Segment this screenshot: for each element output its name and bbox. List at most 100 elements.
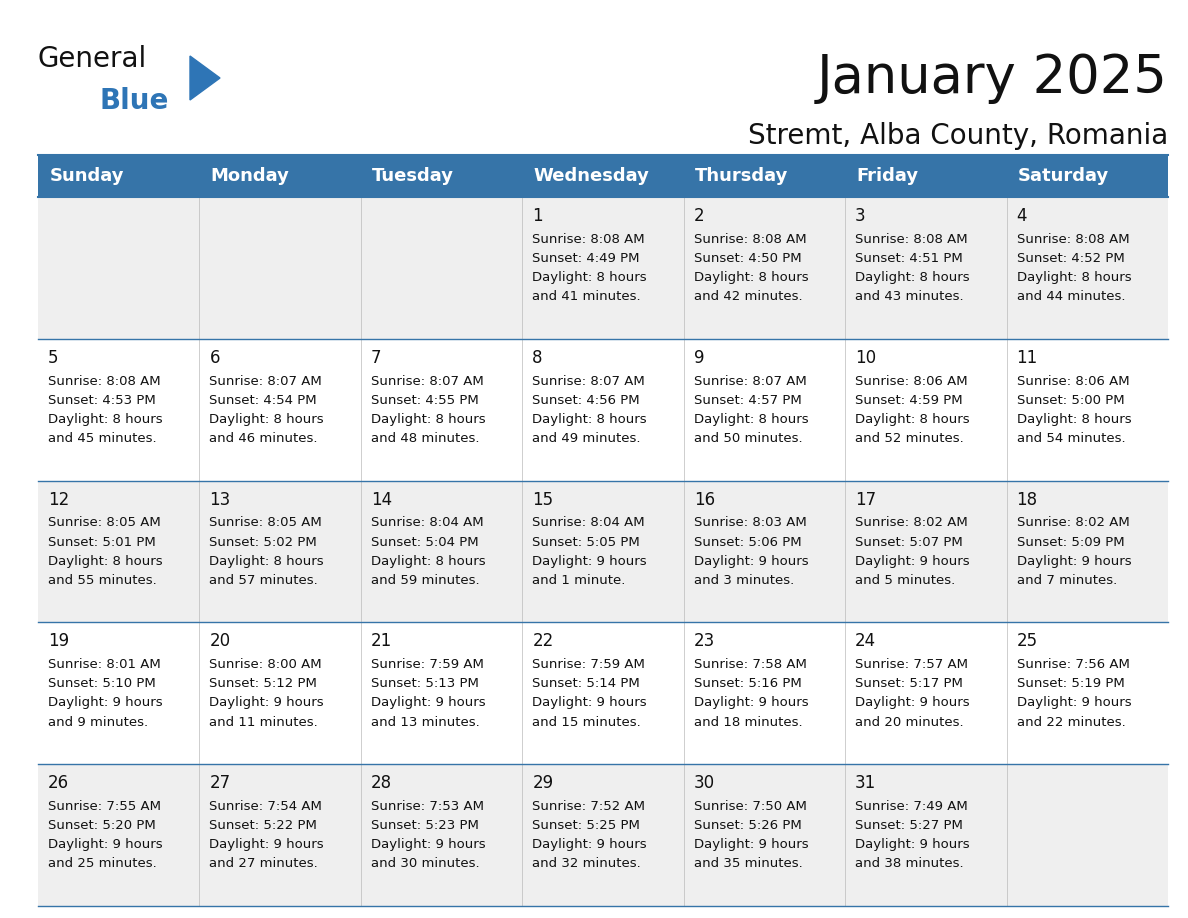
Text: Sunrise: 8:05 AM: Sunrise: 8:05 AM	[48, 517, 160, 530]
Text: Daylight: 8 hours: Daylight: 8 hours	[532, 271, 647, 284]
Text: 2: 2	[694, 207, 704, 225]
Text: and 1 minute.: and 1 minute.	[532, 574, 626, 587]
Text: 19: 19	[48, 633, 69, 650]
Text: Daylight: 9 hours: Daylight: 9 hours	[532, 697, 647, 710]
Text: and 48 minutes.: and 48 minutes.	[371, 432, 479, 445]
Text: Sunset: 4:53 PM: Sunset: 4:53 PM	[48, 394, 156, 407]
Text: Sunset: 5:12 PM: Sunset: 5:12 PM	[209, 677, 317, 690]
Text: Daylight: 9 hours: Daylight: 9 hours	[532, 838, 647, 851]
Text: Daylight: 8 hours: Daylight: 8 hours	[1017, 413, 1131, 426]
Text: Daylight: 8 hours: Daylight: 8 hours	[48, 554, 163, 567]
Text: 14: 14	[371, 490, 392, 509]
Text: and 42 minutes.: and 42 minutes.	[694, 290, 802, 303]
Text: Daylight: 8 hours: Daylight: 8 hours	[209, 413, 324, 426]
Text: Sunrise: 7:54 AM: Sunrise: 7:54 AM	[209, 800, 322, 813]
Text: Sunrise: 7:53 AM: Sunrise: 7:53 AM	[371, 800, 484, 813]
Text: and 7 minutes.: and 7 minutes.	[1017, 574, 1117, 587]
Text: 27: 27	[209, 774, 230, 792]
Text: Sunrise: 7:50 AM: Sunrise: 7:50 AM	[694, 800, 807, 813]
Text: Sunrise: 8:03 AM: Sunrise: 8:03 AM	[694, 517, 807, 530]
Bar	[523, 155, 684, 197]
Text: Daylight: 9 hours: Daylight: 9 hours	[48, 697, 163, 710]
Text: Wednesday: Wednesday	[533, 167, 650, 185]
Text: Friday: Friday	[857, 167, 918, 185]
Text: Daylight: 8 hours: Daylight: 8 hours	[1017, 271, 1131, 284]
Text: Sunrise: 8:07 AM: Sunrise: 8:07 AM	[694, 375, 807, 387]
Bar	[38, 481, 1168, 622]
Text: Sunrise: 8:00 AM: Sunrise: 8:00 AM	[209, 658, 322, 671]
Text: Sunset: 5:17 PM: Sunset: 5:17 PM	[855, 677, 963, 690]
Text: Sunrise: 8:08 AM: Sunrise: 8:08 AM	[48, 375, 160, 387]
Text: and 30 minutes.: and 30 minutes.	[371, 857, 480, 870]
Text: Daylight: 9 hours: Daylight: 9 hours	[694, 697, 808, 710]
Text: 12: 12	[48, 490, 69, 509]
Text: Sunrise: 8:08 AM: Sunrise: 8:08 AM	[694, 233, 807, 246]
Text: and 25 minutes.: and 25 minutes.	[48, 857, 157, 870]
Text: Sunset: 5:27 PM: Sunset: 5:27 PM	[855, 819, 963, 832]
Text: Sunset: 4:54 PM: Sunset: 4:54 PM	[209, 394, 317, 407]
Text: Daylight: 9 hours: Daylight: 9 hours	[48, 838, 163, 851]
Text: Sunset: 4:59 PM: Sunset: 4:59 PM	[855, 394, 962, 407]
Bar	[38, 197, 1168, 339]
Text: and 22 minutes.: and 22 minutes.	[1017, 716, 1125, 729]
Text: Sunset: 5:05 PM: Sunset: 5:05 PM	[532, 535, 640, 549]
Bar	[1006, 155, 1168, 197]
Text: Stremt, Alba County, Romania: Stremt, Alba County, Romania	[747, 122, 1168, 150]
Text: Daylight: 9 hours: Daylight: 9 hours	[855, 697, 969, 710]
Text: Sunrise: 8:06 AM: Sunrise: 8:06 AM	[855, 375, 968, 387]
Bar	[684, 155, 845, 197]
Text: January 2025: January 2025	[817, 52, 1168, 104]
Text: and 59 minutes.: and 59 minutes.	[371, 574, 480, 587]
Text: and 32 minutes.: and 32 minutes.	[532, 857, 642, 870]
Text: and 5 minutes.: and 5 minutes.	[855, 574, 955, 587]
Text: and 54 minutes.: and 54 minutes.	[1017, 432, 1125, 445]
Text: Thursday: Thursday	[695, 167, 789, 185]
Text: Sunset: 5:25 PM: Sunset: 5:25 PM	[532, 819, 640, 832]
Text: 1: 1	[532, 207, 543, 225]
Text: Daylight: 8 hours: Daylight: 8 hours	[209, 554, 324, 567]
Text: Sunday: Sunday	[49, 167, 124, 185]
Text: Sunrise: 8:07 AM: Sunrise: 8:07 AM	[532, 375, 645, 387]
Text: and 15 minutes.: and 15 minutes.	[532, 716, 642, 729]
Text: Daylight: 8 hours: Daylight: 8 hours	[855, 271, 969, 284]
Text: Sunrise: 8:08 AM: Sunrise: 8:08 AM	[1017, 233, 1130, 246]
Text: Sunset: 4:49 PM: Sunset: 4:49 PM	[532, 252, 640, 265]
Text: and 27 minutes.: and 27 minutes.	[209, 857, 318, 870]
Bar	[845, 155, 1006, 197]
Bar	[361, 155, 523, 197]
Text: Daylight: 8 hours: Daylight: 8 hours	[532, 413, 647, 426]
Polygon shape	[190, 56, 220, 100]
Text: 31: 31	[855, 774, 877, 792]
Text: Daylight: 8 hours: Daylight: 8 hours	[48, 413, 163, 426]
Bar	[38, 764, 1168, 906]
Text: Daylight: 9 hours: Daylight: 9 hours	[209, 697, 324, 710]
Text: Sunset: 4:50 PM: Sunset: 4:50 PM	[694, 252, 802, 265]
Text: and 20 minutes.: and 20 minutes.	[855, 716, 963, 729]
Text: 30: 30	[694, 774, 715, 792]
Text: Sunrise: 7:52 AM: Sunrise: 7:52 AM	[532, 800, 645, 813]
Bar	[38, 622, 1168, 764]
Text: 6: 6	[209, 349, 220, 367]
Text: Sunset: 5:02 PM: Sunset: 5:02 PM	[209, 535, 317, 549]
Text: Daylight: 9 hours: Daylight: 9 hours	[694, 838, 808, 851]
Text: and 18 minutes.: and 18 minutes.	[694, 716, 802, 729]
Text: Sunrise: 8:02 AM: Sunrise: 8:02 AM	[1017, 517, 1130, 530]
Text: Monday: Monday	[210, 167, 290, 185]
Text: 28: 28	[371, 774, 392, 792]
Text: General: General	[38, 45, 147, 73]
Text: and 49 minutes.: and 49 minutes.	[532, 432, 640, 445]
Text: Sunrise: 7:55 AM: Sunrise: 7:55 AM	[48, 800, 162, 813]
Text: and 9 minutes.: and 9 minutes.	[48, 716, 148, 729]
Text: Sunset: 4:56 PM: Sunset: 4:56 PM	[532, 394, 640, 407]
Text: 18: 18	[1017, 490, 1037, 509]
Text: 11: 11	[1017, 349, 1038, 367]
Text: Sunset: 5:14 PM: Sunset: 5:14 PM	[532, 677, 640, 690]
Text: and 50 minutes.: and 50 minutes.	[694, 432, 802, 445]
Text: and 13 minutes.: and 13 minutes.	[371, 716, 480, 729]
Text: Sunrise: 7:58 AM: Sunrise: 7:58 AM	[694, 658, 807, 671]
Text: 15: 15	[532, 490, 554, 509]
Text: 29: 29	[532, 774, 554, 792]
Text: Daylight: 9 hours: Daylight: 9 hours	[855, 838, 969, 851]
Text: and 45 minutes.: and 45 minutes.	[48, 432, 157, 445]
Text: Sunrise: 7:59 AM: Sunrise: 7:59 AM	[532, 658, 645, 671]
